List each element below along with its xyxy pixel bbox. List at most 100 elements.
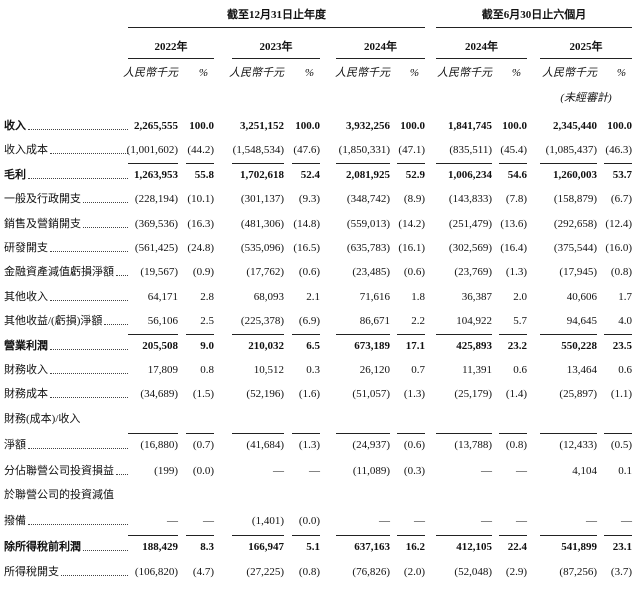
amount-cell: 188,429	[142, 541, 178, 554]
year-rule	[232, 58, 320, 59]
header-rule	[436, 27, 632, 28]
subtotal-rule	[436, 333, 492, 335]
percent-cell: (14.8)	[293, 217, 320, 230]
unit-percent: %	[198, 67, 208, 79]
subtotal-rule	[292, 432, 320, 434]
amount-cell: 10,512	[253, 364, 284, 376]
subtotal-rule	[232, 162, 284, 164]
amount-cell: —	[273, 464, 284, 477]
label-text: 分佔聯營公司投資損益	[4, 464, 114, 477]
label-text: 收入	[4, 120, 26, 132]
percent-cell: (10.1)	[187, 193, 214, 206]
percent-cell: (9.3)	[298, 193, 320, 206]
percent-cell: (0.8)	[505, 438, 527, 451]
amount-cell: (23,485)	[352, 266, 390, 279]
year-rule	[128, 58, 214, 59]
percent-cell: 54.6	[507, 168, 527, 181]
percent-cell: 52.4	[300, 168, 320, 181]
percent-cell: (0.7)	[192, 438, 214, 451]
amount-cell: (13,788)	[454, 438, 492, 451]
percent-cell: 100.0	[502, 120, 527, 132]
amount-cell: —	[379, 515, 390, 528]
amount-cell: (348,742)	[346, 193, 390, 206]
amount-cell: 64,171	[147, 290, 178, 303]
percent-cell: (16.0)	[605, 242, 632, 254]
amount-cell: (535,096)	[240, 242, 284, 254]
unit-amount: 人民幣千元	[437, 67, 492, 79]
amount-cell: 166,947	[248, 541, 284, 554]
amount-cell: (199)	[154, 464, 178, 477]
subtotal-rule	[604, 333, 632, 335]
amount-cell: (17,762)	[246, 266, 284, 279]
subtotal-rule	[397, 333, 425, 335]
label-text: 財務成本	[4, 388, 48, 401]
percent-cell: (1.6)	[298, 388, 320, 401]
year-header: 2023年	[259, 41, 293, 53]
subtotal-rule	[232, 333, 284, 335]
percent-cell: 100.0	[189, 120, 214, 132]
amount-cell: 205,508	[142, 339, 178, 352]
amount-cell: 2,265,555	[134, 120, 178, 132]
percent-cell: (2.0)	[403, 565, 425, 578]
amount-cell: (1,085,437)	[545, 144, 597, 157]
percent-cell: 2.8	[200, 290, 214, 303]
amount-cell: 425,893	[456, 339, 492, 352]
percent-cell: 9.0	[200, 339, 214, 352]
subtotal-rule	[292, 535, 320, 537]
amount-cell: (24,937)	[352, 438, 390, 451]
percent-cell: (0.9)	[192, 266, 214, 279]
subtotal-rule	[436, 162, 492, 164]
subtotal-rule	[128, 535, 178, 537]
amount-cell: (1,401)	[251, 515, 284, 528]
label-text: 其他收入	[4, 290, 48, 303]
subtotal-rule	[397, 162, 425, 164]
percent-cell: (16.5)	[293, 242, 320, 254]
percent-cell: 16.2	[405, 541, 425, 554]
subtotal-rule	[186, 333, 214, 335]
amount-cell: 1,263,953	[134, 168, 178, 181]
year-header: 2024年	[465, 41, 498, 53]
percent-cell: (1.3)	[298, 438, 320, 451]
percent-cell: (16.4)	[500, 242, 527, 254]
percent-cell: (44.2)	[187, 144, 214, 157]
amount-cell: 1,260,003	[553, 168, 597, 181]
percent-cell: 2.2	[411, 315, 425, 328]
dot-leader	[83, 550, 128, 552]
label-text: 財務收入	[4, 364, 48, 376]
label-text: 財務(成本)/收入	[4, 412, 81, 425]
percent-cell: (2.9)	[505, 565, 527, 578]
amount-cell: (143,833)	[448, 193, 492, 206]
percent-cell: 55.8	[194, 168, 214, 181]
percent-cell: (7.8)	[505, 193, 527, 206]
row-label: 撥備	[4, 514, 128, 528]
percent-cell: (6.9)	[298, 315, 320, 328]
amount-cell: 210,032	[248, 339, 284, 352]
amount-cell: (375,544)	[553, 242, 597, 254]
percent-cell: 100.0	[607, 120, 632, 132]
dot-leader	[104, 324, 128, 326]
row-label: 銷售及營銷開支	[4, 217, 128, 231]
amount-cell: —	[481, 464, 492, 477]
amount-cell: 2,081,925	[346, 168, 390, 181]
amount-cell: 637,163	[354, 541, 390, 554]
row-label: 研發開支	[4, 241, 128, 255]
label-text: 淨額	[4, 438, 26, 451]
dot-leader	[50, 373, 128, 374]
percent-cell: 53.7	[612, 168, 632, 181]
percent-cell: 0.1	[618, 464, 632, 477]
percent-cell: (47.1)	[398, 144, 425, 157]
unit-percent: %	[409, 67, 419, 79]
label-text: 金融資產減值虧損淨額	[4, 266, 114, 279]
dot-leader	[28, 524, 128, 526]
percent-cell: 100.0	[295, 120, 320, 132]
percent-cell: 5.7	[513, 315, 527, 328]
percent-cell: (6.7)	[610, 193, 632, 206]
amount-cell: (481,306)	[240, 217, 284, 230]
subtotal-rule	[540, 162, 597, 164]
percent-cell: (1.5)	[192, 388, 214, 401]
percent-cell: —	[516, 464, 527, 477]
dot-leader	[116, 275, 128, 277]
percent-cell: (13.6)	[500, 217, 527, 230]
amount-cell: (1,548,534)	[232, 144, 284, 157]
dot-leader	[50, 397, 128, 399]
